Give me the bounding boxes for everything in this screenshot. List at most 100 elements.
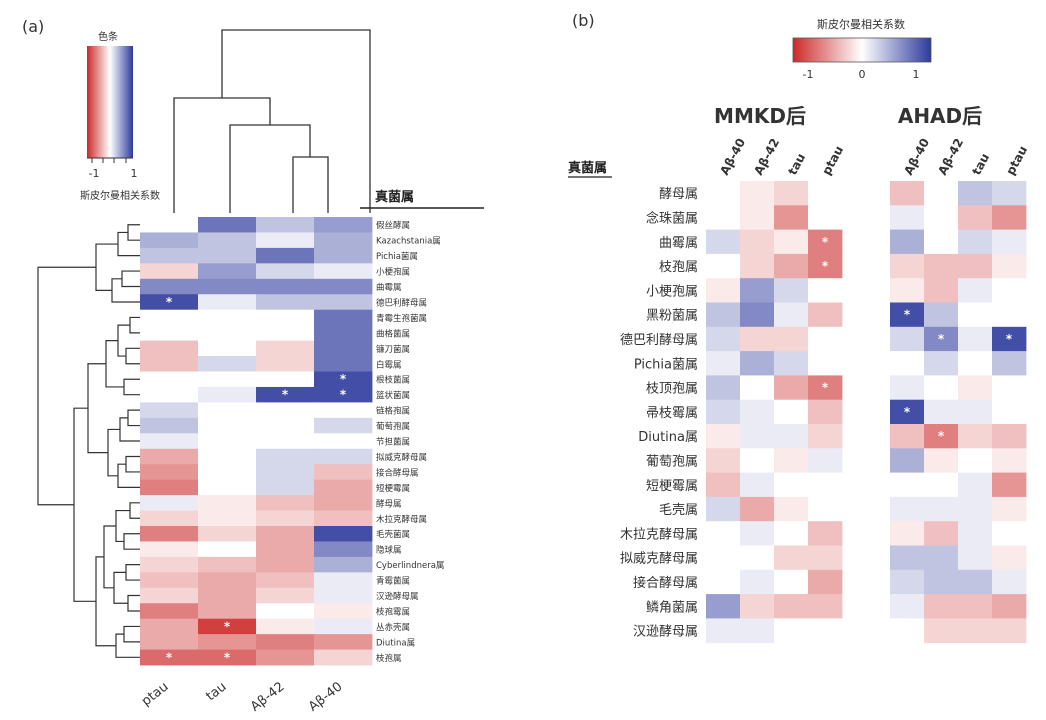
- panel-b-ahad-heatmap-cell: [958, 424, 993, 449]
- panel-a-heatmap-cell: [256, 587, 315, 604]
- panel-a-row-label: 镰刀菌属: [376, 344, 410, 355]
- panel-a-heatmap-cell: [256, 448, 315, 465]
- panel-a-heatmap-cell: [198, 263, 257, 280]
- panel-b-ahad-heatmap-cell: [958, 472, 993, 498]
- panel-a-row-label: 青霉菌属: [376, 576, 410, 587]
- panel-a-row-labels: 假丝酵属 Kazachstania属 Pichia菌属小梗孢属曲霉属德巴利酵母属青霉…: [376, 220, 444, 664]
- panel-b-ahad-heatmap-cell: [890, 594, 925, 619]
- panel-a-row-label: 假丝酵属: [376, 220, 410, 231]
- panel-b-ahad-heatmap-cell: [924, 278, 959, 303]
- panel-a-heatmap-cell: [314, 541, 373, 558]
- panel-a-heatmap-cell: [198, 556, 257, 573]
- panel-b-ahad-heatmap-cell: [958, 399, 993, 425]
- panel-b-ahad-heatmap-cell: [958, 521, 993, 546]
- panel-a-heatmap-cell: [256, 340, 315, 357]
- panel-b-mmkd-heatmap-cell: [808, 448, 843, 473]
- panel-a-heatmap-cell: [314, 649, 373, 666]
- panel-b-row-label: 帚枝霉属: [646, 406, 698, 421]
- panel-a-heatmap-cell: [198, 340, 257, 357]
- panel-b-mmkd-heatmap-cell: [706, 618, 741, 644]
- panel-b-ahad-heatmap-cell: [890, 472, 925, 498]
- panel-a-row-label: 枝孢属: [376, 653, 402, 664]
- panel-a-row-label: 隐球属: [376, 545, 402, 556]
- panel-a-dendrogram-link: [37, 266, 96, 506]
- panel-a-heatmap-cell: [256, 247, 315, 264]
- panel-b-ahad-heatmap-cell: [992, 253, 1027, 279]
- panel-b-mmkd-heatmap-cell: [740, 375, 775, 401]
- panel-b-ahad-heatmap-significance-mark: *: [904, 405, 911, 419]
- panel-a-row-label: 小梗孢属: [376, 267, 410, 278]
- panel-b-ahad-heatmap-cell: [924, 326, 959, 352]
- panel-a-dendrogram-link: [125, 347, 140, 365]
- panel-b-mmkd-heatmap-cell: [740, 448, 775, 473]
- panel-b-mmkd-heatmap-cell: [774, 302, 809, 328]
- panel-a-heatmap-cell: [314, 495, 373, 511]
- panel-a-heatmap-cell: [198, 386, 257, 403]
- panel-a-heatmap-cell: [256, 634, 315, 650]
- panel-b-row-label: 枝孢属: [659, 260, 698, 275]
- panel-b-mmkd-heatmap-cell: [706, 521, 741, 546]
- panel-b-row-label: 拟威克酵母属: [620, 552, 698, 567]
- panel-b-mmkd-heatmap-cell: [808, 278, 843, 303]
- panel-b-mmkd-heatmap-cell: [706, 424, 741, 449]
- panel-a-dendrogram-link: [115, 509, 130, 543]
- panel-a-dendrogram-link: [117, 231, 140, 257]
- panel-b-ahad-heatmap-significance-mark: *: [904, 308, 911, 322]
- panel-b-mmkd-column-label: Aβ-40: [717, 136, 748, 178]
- panel-b-rows-header: 真菌属: [568, 160, 607, 176]
- panel-a-legend: 色条 -1 1 斯皮尔曼相关系数: [80, 30, 160, 202]
- panel-b: (b) 斯皮尔曼相关系数 -1 0 1 MMKD后 AHAD后 真菌属 *** …: [568, 11, 1030, 644]
- panel-b-ahad-heatmap-cell: [992, 618, 1027, 644]
- panel-b-ahad-heatmap-cell: [924, 302, 959, 328]
- panel-a-dendrogram-link: [123, 625, 140, 643]
- panel-a-heatmap-cell: [314, 232, 373, 249]
- panel-b-ahad-heatmap-cell: [924, 253, 959, 279]
- panel-b-row-label: 曲霉属: [659, 236, 698, 251]
- panel-b-ahad-heatmap-cell: [992, 278, 1027, 303]
- panel-a-heatmap-cell: [140, 232, 199, 249]
- panel-a-heatmap-cell: [314, 448, 373, 465]
- panel-a-dendrogram-link: [127, 224, 140, 241]
- panel-b-ahad-heatmap-cell: [958, 181, 993, 206]
- panel-b-mmkd-heatmap-cell: [808, 472, 843, 498]
- panel-b-ahad-heatmap-cell: [890, 545, 925, 571]
- panel-b-mmkd-heatmap-cell: [808, 181, 843, 206]
- panel-a-heatmap-cell: [314, 294, 373, 311]
- panel-b-mmkd-heatmap-cell: [774, 424, 809, 449]
- panel-b-ahad-heatmap-significance-mark: *: [938, 332, 945, 346]
- panel-b-mmkd-heatmap-cell: [774, 253, 809, 279]
- panel-b-mmkd-heatmap-cell: [774, 545, 809, 571]
- panel-b-ahad-column-labels: Aβ-40 Aβ-42 tau ptau: [901, 136, 1030, 178]
- panel-b-mmkd-heatmap-cell: [740, 302, 775, 328]
- panel-b-mmkd-heatmap-significance-mark: *: [822, 235, 829, 249]
- panel-a-heatmap-cell: [140, 417, 199, 434]
- panel-a-heatmap-cell: [256, 217, 315, 233]
- panel-b-mmkd-heatmap-cell: [774, 229, 809, 255]
- panel-a-row-label: 葡萄孢属: [376, 421, 410, 432]
- panel-b-mmkd-heatmap-cell: [740, 229, 775, 255]
- panel-b-ahad-heatmap-cell: [992, 424, 1027, 449]
- panel-a-heatmap-cell: [140, 402, 199, 419]
- panel-a-row-label: 链格孢属: [376, 406, 410, 417]
- panel-a-heatmap-cell: [198, 495, 257, 511]
- panel-a-heatmap-cell: [256, 572, 315, 589]
- panel-b-mmkd-heatmap-cell: [740, 351, 775, 376]
- panel-a-heatmap-cell: [314, 309, 373, 326]
- panel-b-ahad-heatmap-cell: [890, 229, 925, 255]
- panel-a-dendrogram-link: [121, 270, 140, 288]
- panel-b-row-label: 鳞角菌属: [646, 600, 698, 615]
- panel-a-row-label: 白霉属: [376, 359, 402, 370]
- panel-a-heatmap-cell: [198, 479, 257, 496]
- panel-b-mmkd-heatmap-cell: [740, 424, 775, 449]
- panel-b-row-label: Pichia菌属: [634, 357, 698, 372]
- panel-a-dendrogram-link: [123, 378, 140, 396]
- panel-b-mmkd-heatmap-cell: [706, 205, 741, 230]
- panel-b-mmkd-heatmap-significance-mark: *: [822, 259, 829, 273]
- panel-a-heatmap-cell: [256, 510, 315, 527]
- panel-a-dendrogram-link: [117, 324, 130, 357]
- panel-b-mmkd-heatmap-cell: [740, 399, 775, 425]
- panel-b-ahad-heatmap-cell: [924, 472, 959, 498]
- panel-a-label: (a): [22, 17, 44, 36]
- panel-a-row-label: 节担菌属: [376, 437, 410, 448]
